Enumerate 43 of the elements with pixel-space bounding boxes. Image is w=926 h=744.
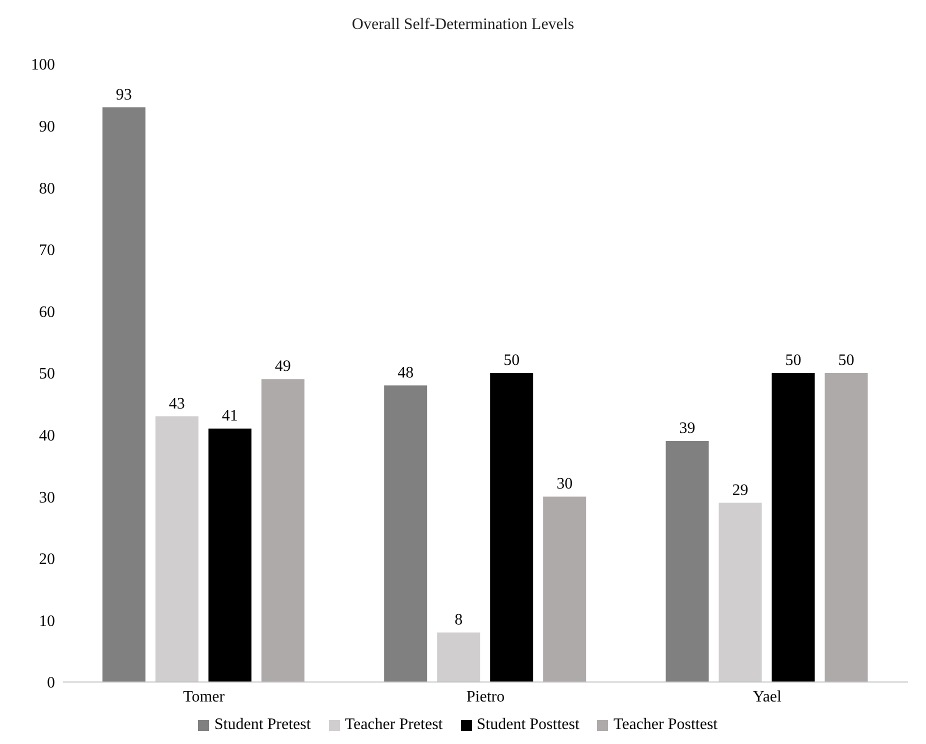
bar <box>437 632 480 682</box>
bar <box>666 440 709 682</box>
data-label: 8 <box>454 612 463 629</box>
bar <box>102 107 146 682</box>
data-label: 50 <box>785 352 802 369</box>
x-tick-label: Tomer <box>183 688 226 706</box>
y-tick-label: 30 <box>39 489 55 506</box>
data-label: 50 <box>838 352 854 369</box>
chart-title: Overall Self-Determination Levels <box>350 15 576 35</box>
data-label: 29 <box>732 482 748 499</box>
y-tick-label: 10 <box>39 612 55 630</box>
y-tick-label: 60 <box>39 304 55 321</box>
y-tick-label: 80 <box>39 180 55 198</box>
data-label: 39 <box>679 420 696 437</box>
y-tick-label: 100 <box>31 56 55 74</box>
data-label: 50 <box>504 352 520 369</box>
bar <box>718 502 762 682</box>
data-label: 43 <box>168 395 185 412</box>
y-tick-label: 70 <box>39 242 55 260</box>
y-tick-label: 0 <box>47 674 55 692</box>
data-label: 48 <box>398 364 414 382</box>
data-label: 93 <box>116 86 132 104</box>
legend-label: Student Posttest <box>476 716 580 734</box>
y-tick-label: 40 <box>39 427 55 444</box>
legend-label: Teacher Posttest <box>613 716 718 734</box>
legend-label: Teacher Pretest <box>344 716 443 734</box>
x-tick-label: Yael <box>752 688 782 706</box>
legend-label: Student Pretest <box>214 716 311 734</box>
bar <box>384 385 428 682</box>
bar <box>490 373 534 682</box>
data-label: 30 <box>556 476 573 493</box>
y-tick-label: 50 <box>39 366 55 383</box>
bar <box>824 373 868 682</box>
y-tick-label: 20 <box>39 551 55 568</box>
x-tick-label: Pietro <box>466 688 505 706</box>
y-tick-label: 90 <box>39 118 55 136</box>
bar <box>155 416 198 682</box>
bar <box>543 496 586 682</box>
data-label: 41 <box>222 408 238 425</box>
bar <box>261 379 304 682</box>
data-label: 49 <box>274 358 291 376</box>
bar <box>772 373 815 682</box>
bar <box>208 428 252 682</box>
